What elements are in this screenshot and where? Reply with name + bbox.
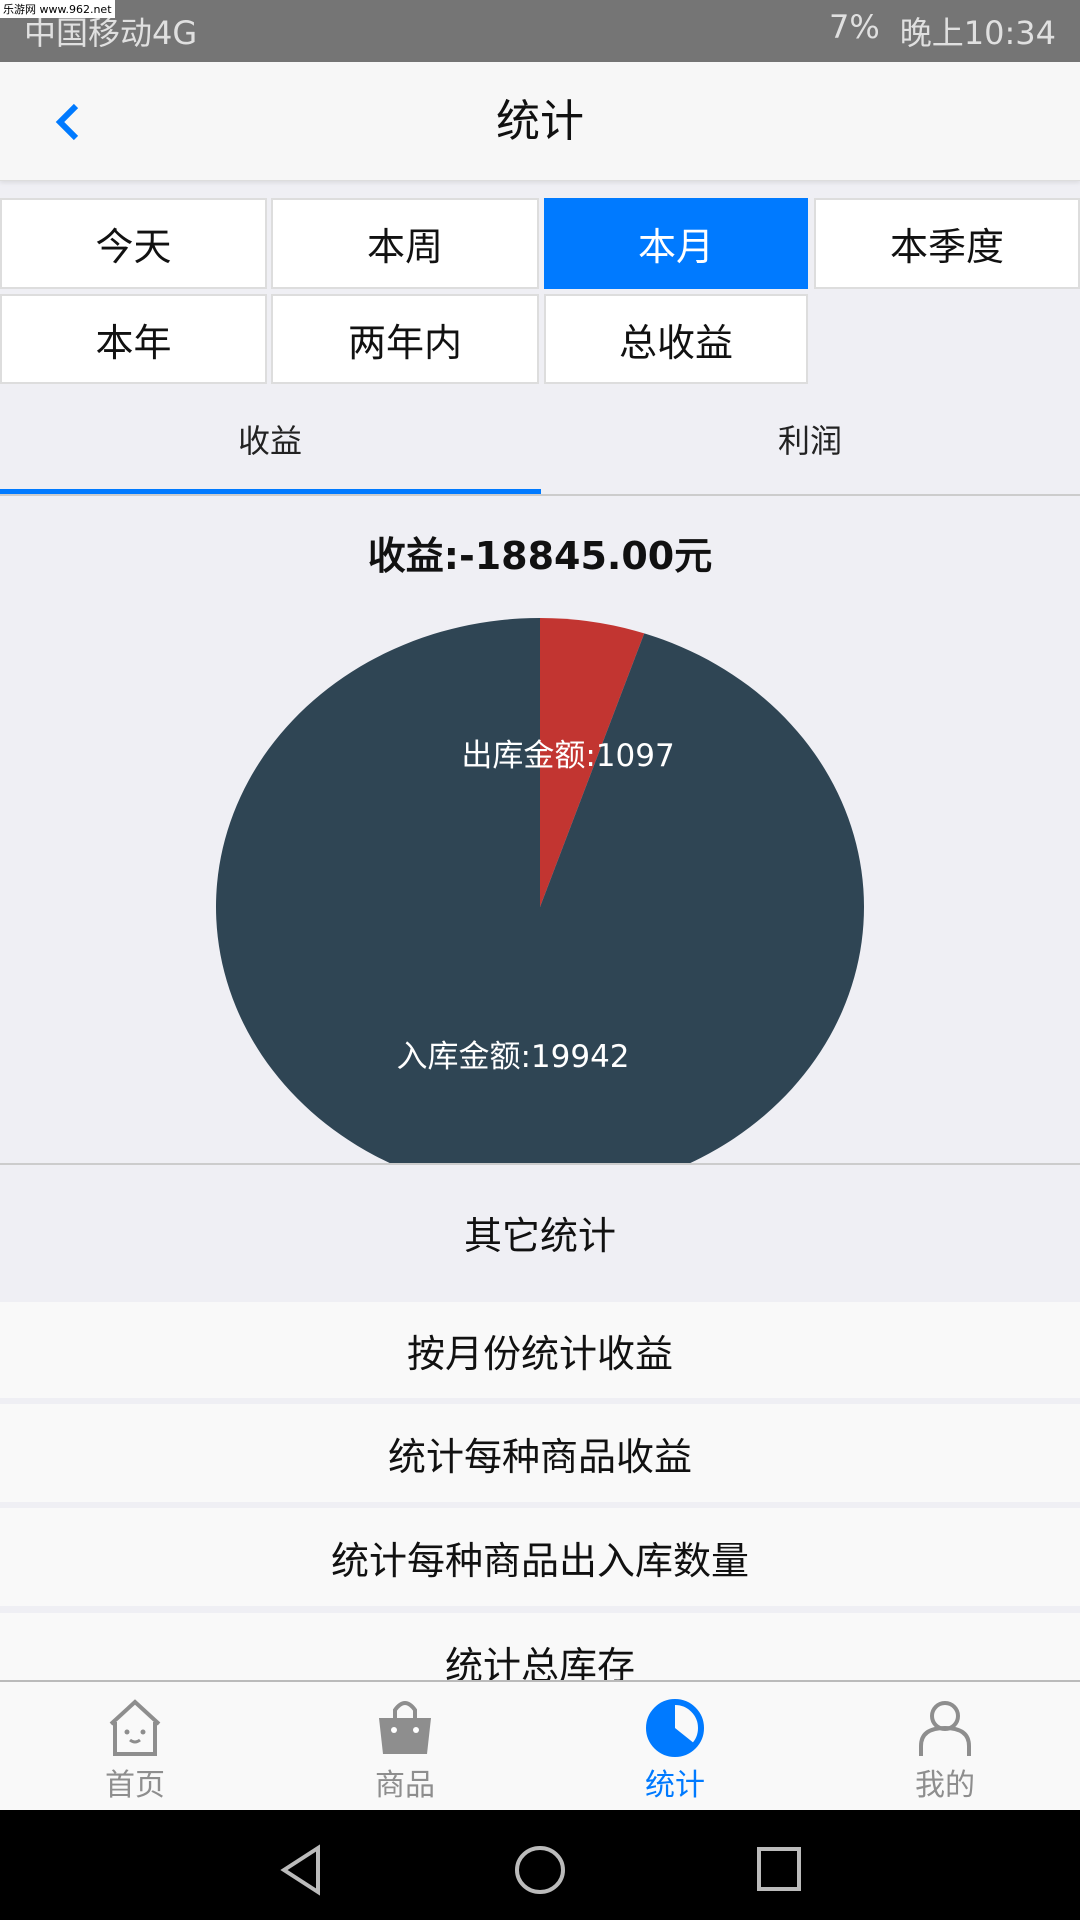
nav-me[interactable]: 我的	[810, 1682, 1080, 1812]
active-tab-indicator	[0, 489, 541, 494]
pie-chart: 出库金额:1097 入库金额:19942	[216, 618, 864, 1163]
tab-profit[interactable]: 利润	[777, 421, 842, 460]
system-nav-bar	[0, 1810, 1080, 1920]
divider	[0, 494, 1080, 496]
nav-stats[interactable]: 统计	[540, 1682, 810, 1812]
watermark: 乐游网 www.962.net	[0, 0, 115, 18]
list-item-product-revenue[interactable]: 统计每种商品收益	[0, 1404, 1080, 1502]
pie-slice-入库金额	[216, 618, 864, 1163]
pie-chart-icon	[646, 1699, 704, 1757]
pie-label: 入库金额:19942	[396, 1039, 629, 1075]
user-icon	[919, 1701, 971, 1756]
battery-level: 7%	[829, 8, 880, 46]
divider	[0, 1163, 1080, 1165]
nav-label: 统计	[645, 1768, 705, 1803]
period-today[interactable]: 今天	[0, 198, 267, 289]
list-item-product-io-quantity[interactable]: 统计每种商品出入库数量	[0, 1508, 1080, 1606]
revenue-summary: 收益:-18845.00元	[367, 534, 713, 578]
tab-revenue[interactable]: 收益	[237, 421, 302, 460]
nav-home[interactable]: 首页	[0, 1682, 270, 1812]
carrier: 中国移动4G	[24, 14, 198, 52]
nav-label: 商品	[375, 1768, 435, 1803]
period-month[interactable]: 本月	[544, 198, 808, 289]
other-stats-title: 其它统计	[463, 1214, 616, 1258]
nav-label: 我的	[915, 1768, 975, 1803]
nav-products[interactable]: 商品	[270, 1682, 540, 1812]
list-item-total-stock[interactable]: 统计总库存	[0, 1613, 1080, 1680]
home-circle-icon[interactable]	[510, 1840, 570, 1900]
page-title: 统计	[496, 96, 584, 147]
pie-slice-出库金额	[540, 618, 645, 907]
list-item-monthly-revenue[interactable]: 按月份统计收益	[0, 1302, 1080, 1398]
pie-label: 出库金额:1097	[461, 738, 674, 774]
status-bar: 中国移动4G 7% 晚上10:34	[0, 0, 1080, 62]
period-year[interactable]: 本年	[0, 294, 267, 384]
bag-icon	[379, 1701, 431, 1754]
nav-label: 首页	[105, 1768, 165, 1803]
period-two-years[interactable]: 两年内	[271, 294, 539, 384]
home-icon	[109, 1699, 161, 1756]
chevron-left-icon[interactable]	[40, 92, 100, 152]
header: 统计	[0, 62, 1080, 181]
period-week[interactable]: 本周	[271, 198, 539, 289]
clock: 晚上10:34	[899, 14, 1056, 52]
bottom-nav: 首页 商品 统计 我的	[0, 1680, 1080, 1810]
recents-square-icon[interactable]	[750, 1840, 810, 1900]
back-triangle-icon[interactable]	[270, 1840, 330, 1900]
period-total[interactable]: 总收益	[544, 294, 808, 384]
period-quarter[interactable]: 本季度	[814, 198, 1080, 289]
